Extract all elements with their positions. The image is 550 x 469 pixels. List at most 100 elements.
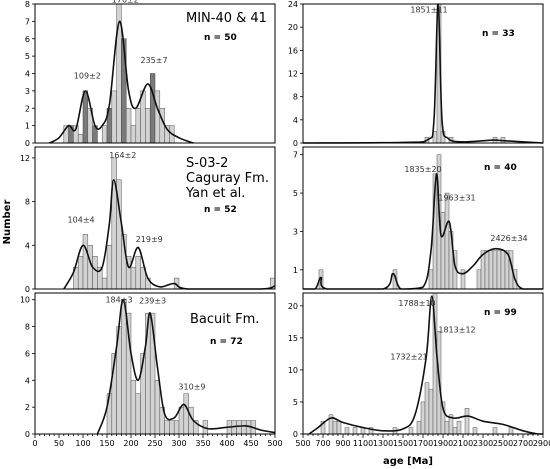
y-tick-label: 4 [25, 241, 30, 250]
histogram-bar [169, 420, 175, 435]
x-tick-label: 2300 [473, 439, 493, 448]
x-tick-label: 2700 [513, 439, 533, 448]
histogram-bar [135, 108, 141, 144]
histogram-bar [111, 157, 117, 290]
peak-age-label: 184±3 [105, 295, 132, 304]
histogram-bar [472, 427, 478, 435]
histogram-bar [420, 401, 426, 435]
x-tick-label: 500 [295, 439, 310, 448]
histogram-bar [92, 255, 98, 290]
x-tick-label: 350 [195, 439, 210, 448]
plot-frame [34, 146, 276, 290]
x-axis-title: age [Ma] [383, 456, 433, 467]
panel-bottom-right: 0 5 10 15 20 500 700 900 1100 1300 1500 1700 1900 210… [288, 292, 550, 448]
y-tick-label: 3 [293, 227, 298, 236]
histogram-bar [125, 108, 132, 144]
y-tick-label: 0 [293, 139, 298, 148]
histogram-bar [106, 245, 113, 290]
probability-density-curve [63, 178, 276, 290]
histogram-bar [164, 420, 170, 435]
x-tick-label: 1900 [433, 439, 453, 448]
histogram-bar [456, 420, 462, 435]
histogram-bar [444, 420, 450, 435]
peak-age-label: 219±9 [136, 235, 163, 244]
histogram-bar [464, 408, 470, 435]
plot-frame [302, 146, 544, 290]
peak-age-label: 2426±34 [490, 234, 527, 243]
histogram-bar [440, 211, 446, 290]
probability-density-curve [49, 20, 194, 144]
histogram-bar [101, 277, 108, 290]
y-tick-label: 20 [288, 302, 298, 311]
x-tick-label: 2100 [453, 439, 473, 448]
histogram-bar [444, 192, 450, 290]
peak-age-label: 104±4 [68, 215, 95, 224]
histogram-bar [183, 393, 189, 435]
histogram-bar [121, 299, 127, 435]
y-axis-title: Number [2, 200, 13, 245]
histogram-bar [344, 427, 350, 435]
x-tick-label: 2900 [533, 439, 550, 448]
x-tick-label: 1700 [413, 439, 433, 448]
peak-age-label: 1732±21 [390, 353, 427, 362]
probability-density-curve [302, 3, 544, 144]
peak-age-label: 164±2 [109, 151, 136, 160]
peak-age-label: 1851±11 [410, 6, 447, 15]
histogram-bar [77, 255, 84, 290]
histogram-bar [492, 250, 498, 290]
peak-age-label: 1963±31 [438, 194, 475, 203]
histogram-bar [135, 255, 141, 290]
histogram-bar [236, 420, 242, 435]
y-tick-label: 4 [25, 376, 30, 385]
y-tick-label: 5 [293, 398, 298, 407]
y-tick-label: 15 [288, 334, 298, 343]
x-tick-label: 900 [335, 439, 350, 448]
x-tick-label: 1500 [393, 439, 413, 448]
x-tick-label: 450 [243, 439, 258, 448]
x-tick-label: 250 [147, 439, 162, 448]
panel-title: S-03-2 [186, 156, 228, 171]
y-tick-label: 4 [25, 70, 30, 79]
histogram-bar [336, 420, 342, 435]
y-tick-label: 2 [25, 104, 30, 113]
y-tick-label: 0 [25, 430, 30, 439]
histogram-bar [130, 125, 137, 144]
histogram-bar [476, 269, 482, 290]
histogram-bar [496, 250, 502, 290]
y-tick-label: 20 [288, 23, 298, 32]
histogram-bar [428, 269, 434, 290]
y-tick-label: 8 [25, 198, 30, 207]
histogram-bar [145, 108, 151, 144]
panel-top-left: 0 1 2 3 4 5 6 7 8 MIN-40 & 41 n = 50 109±2 176±2 235±… [25, 0, 276, 148]
histogram-bar [408, 427, 414, 435]
sample-count-label: n = 40 [484, 163, 517, 173]
histogram-bar [82, 234, 89, 290]
histogram-bar [488, 250, 494, 290]
y-tick-label: 6 [25, 349, 30, 358]
peak-age-label: 310±9 [178, 383, 205, 392]
y-tick-label: 10 [288, 366, 298, 375]
sample-count-label: n = 52 [204, 205, 237, 215]
histogram-bar [135, 393, 141, 435]
histogram-bar [111, 90, 117, 144]
histogram-bar [101, 125, 108, 144]
x-tick-label: 0 [32, 439, 37, 448]
histogram-bar [424, 382, 430, 435]
x-tick-label: 100 [75, 439, 90, 448]
panel-top-right: 0 4 8 12 16 20 24 n = 33 1851±11 [288, 0, 544, 148]
y-tick-label: 5 [25, 52, 30, 61]
histogram-bar [130, 266, 137, 290]
sample-count-label: n = 50 [204, 33, 237, 43]
x-tick-label: 1300 [373, 439, 393, 448]
panel-title: MIN-40 & 41 [186, 11, 267, 26]
histogram-bar [154, 90, 161, 144]
panel-middle-right: 1 3 5 7 n = 40 1835±20 1963±31 2426±34 [293, 146, 544, 290]
y-tick-label: 8 [25, 0, 30, 9]
y-tick-label: 0 [293, 430, 298, 439]
peak-age-label: 1788±10 [398, 299, 435, 308]
histogram-bar [159, 108, 165, 144]
